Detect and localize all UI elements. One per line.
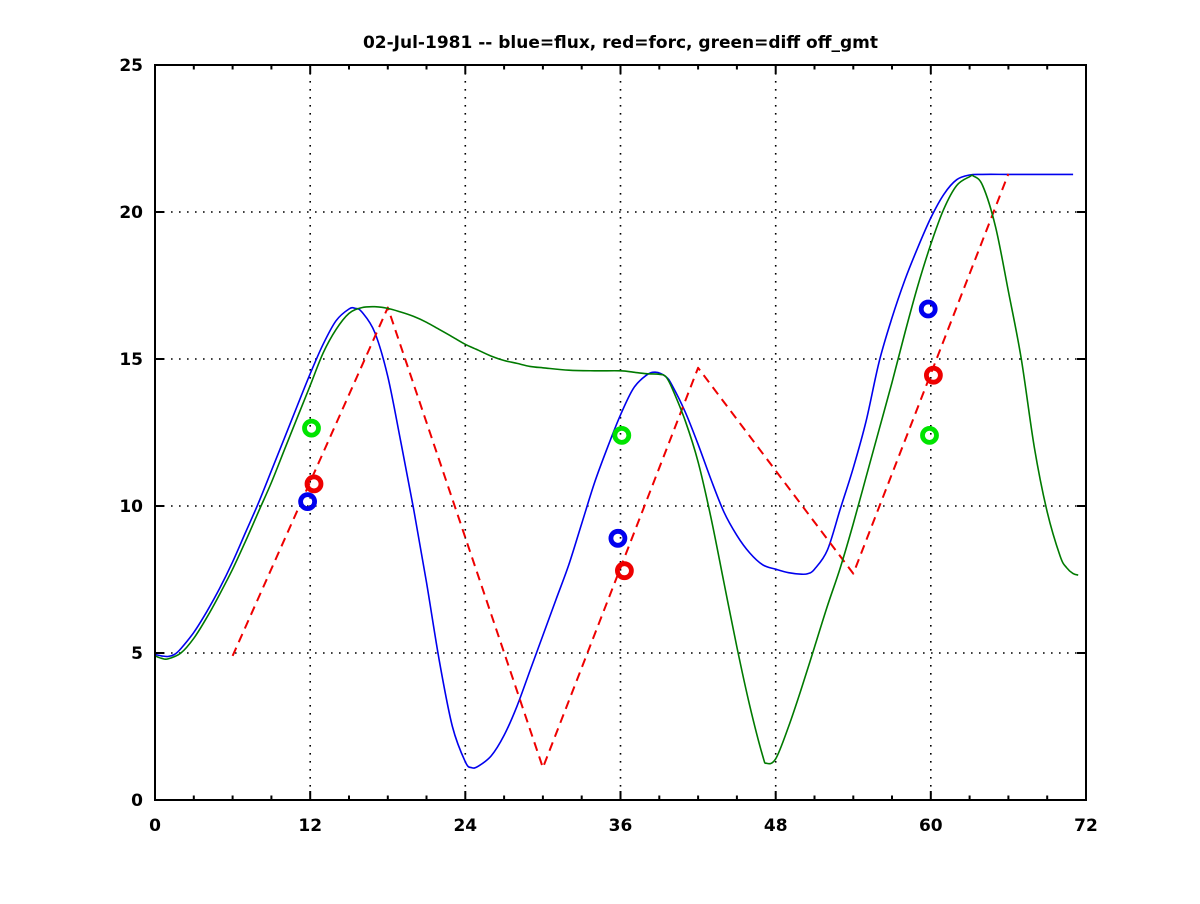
marker-flux-obs-2 [918,299,938,319]
y-tick-label-10: 10 [119,497,143,517]
y-tick-label-25: 25 [119,56,143,76]
grid-lines [155,65,1086,800]
axes-box-and-ticks [154,64,1087,801]
x-tick-label-12: 12 [298,816,322,836]
marker-flux-obs-0 [298,492,318,512]
x-tick-label-72: 72 [1074,816,1098,836]
marker-forc-obs-2 [924,365,943,385]
marker-flux-obs-1 [608,528,628,548]
tick-labels: 0 12 24 36 48 60 72 0 5 10 15 20 25 [119,56,1098,836]
series-flux-line [154,173,1074,769]
data-markers [298,299,943,581]
marker-forc-obs-0 [304,474,324,494]
chart-title: 02-Jul-1981 -- blue=flux, red=forc, gree… [362,33,879,53]
x-tick-label-60: 60 [919,816,943,836]
x-tick-label-0: 0 [149,816,161,836]
marker-forc-obs-1 [615,561,634,581]
marker-diff-obs-0 [302,418,321,438]
x-tick-label-36: 36 [609,816,633,836]
y-tick-label-5: 5 [131,644,143,664]
series-forc-line [231,173,1010,769]
marker-diff-obs-1 [612,425,632,445]
x-tick-label-24: 24 [453,816,477,836]
y-tick-label-20: 20 [119,203,143,223]
x-tick-label-48: 48 [764,816,788,836]
marker-diff-obs-2 [920,425,939,445]
y-tick-label-15: 15 [119,350,143,370]
y-tick-label-0: 0 [131,791,143,811]
series-diff-line [154,174,1079,765]
data-series [154,173,1079,769]
